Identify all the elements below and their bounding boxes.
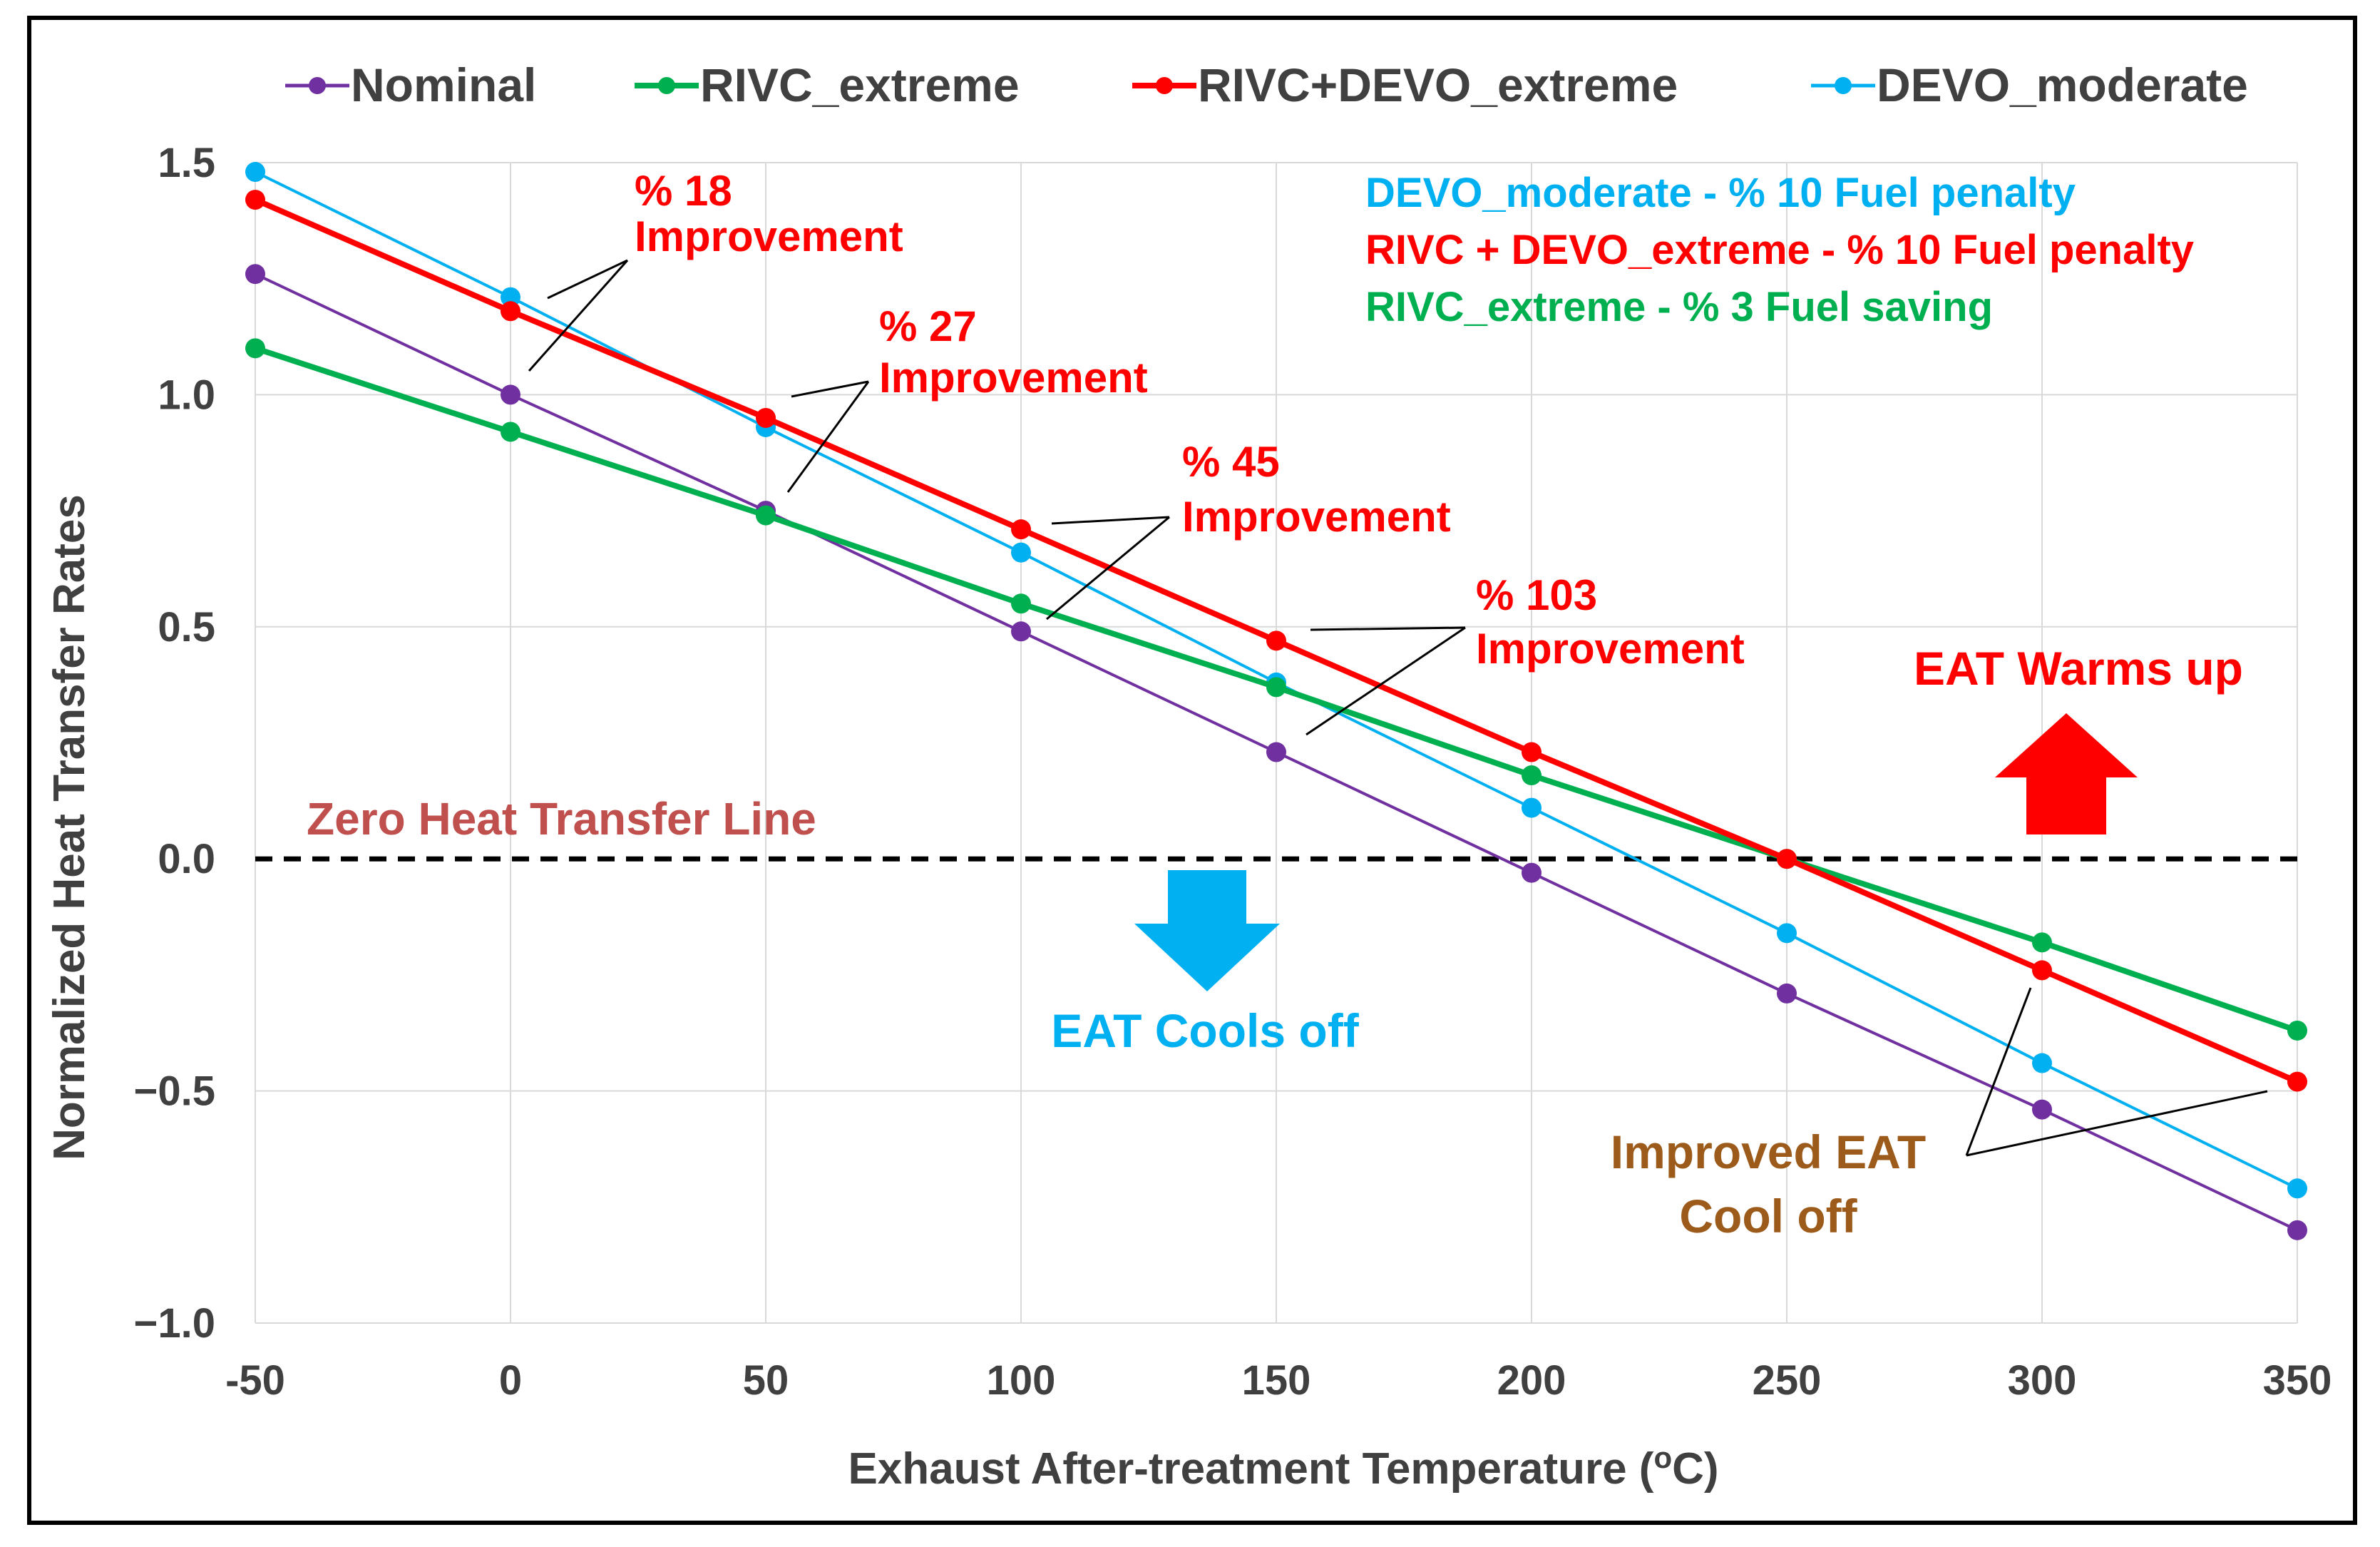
data-point-rivc-devo-extreme	[2032, 960, 2052, 981]
data-point-rivc-extreme	[1011, 593, 1031, 614]
data-point-rivc-extreme	[756, 505, 776, 526]
improvement-percent: % 45	[1182, 438, 1280, 486]
chart-frame	[27, 16, 2357, 1525]
fuel-note: DEVO_moderate - % 10 Fuel penalty	[1365, 170, 2076, 216]
data-point-rivc-devo-extreme	[2287, 1071, 2307, 1092]
data-point-nominal	[501, 384, 520, 405]
improvement-percent: % 18	[635, 167, 732, 215]
improved-cool-off-label: Cool off	[1679, 1190, 1857, 1242]
legend-label-rivc-extreme: RIVC_extreme	[700, 58, 1020, 111]
fuel-notes: DEVO_moderate - % 10 Fuel penalty RIVC + …	[1365, 170, 2194, 330]
gridlines	[255, 162, 2298, 1324]
data-point-devo-moderate	[2032, 1053, 2052, 1073]
data-point-rivc-extreme	[2032, 932, 2052, 953]
y-tick-label: −1.0	[134, 1300, 216, 1347]
x-axis-label-sup: o	[1653, 1441, 1672, 1474]
improvement-percent: % 27	[879, 302, 977, 350]
data-point-nominal	[245, 264, 265, 285]
fuel-note: RIVC + DEVO_extreme - % 10 Fuel penalty	[1365, 227, 2194, 273]
data-point-rivc-devo-extreme	[501, 301, 520, 322]
legend-label-nominal: Nominal	[351, 58, 536, 111]
y-tick-label: 0.0	[158, 836, 215, 882]
x-tick-label: 300	[2008, 1357, 2077, 1404]
improvement-leader-line	[528, 260, 629, 372]
y-tick-label: 1.0	[158, 372, 215, 418]
data-point-rivc-devo-extreme	[1266, 630, 1286, 651]
x-tick-label: -50	[225, 1357, 285, 1404]
legend-marker-devo-moderate	[1835, 77, 1852, 94]
improvement-percent: % 103	[1476, 571, 1597, 619]
x-tick-label: 0	[499, 1357, 522, 1404]
x-axis-label-post: C)	[1672, 1444, 1718, 1494]
data-point-devo-moderate	[1011, 542, 1031, 563]
legend-marker-rivc-devo-extreme	[1156, 77, 1173, 94]
x-tick-label: 50	[743, 1357, 789, 1404]
legend-marker-rivc-extreme	[658, 77, 675, 94]
x-tick-label: 100	[987, 1357, 1056, 1404]
improvement-leader-line	[547, 259, 628, 300]
improvement-label: Improvement	[879, 354, 1148, 402]
legend-marker-nominal	[309, 77, 326, 94]
data-point-rivc-devo-extreme	[1011, 519, 1031, 540]
data-point-rivc-extreme	[245, 338, 265, 359]
data-point-nominal	[1777, 983, 1797, 1004]
legend-label-rivc-devo-extreme: RIVC+DEVO_extreme	[1198, 58, 1678, 111]
improvement-leader-line	[1306, 626, 1466, 736]
data-point-rivc-devo-extreme	[756, 407, 776, 428]
x-axis-label: Exhaust After-treatment Temperature (oC)	[848, 1441, 1718, 1494]
improvement-leader-line	[1046, 516, 1170, 621]
improvement-label: Improvement	[1476, 625, 1745, 673]
y-tick-label: 1.5	[158, 140, 215, 186]
data-point-rivc-extreme	[2287, 1020, 2307, 1041]
data-point-rivc-extreme	[1522, 765, 1542, 786]
series-group	[245, 162, 2307, 1240]
data-point-rivc-extreme	[1266, 677, 1286, 698]
x-tick-label: 200	[1497, 1357, 1566, 1404]
data-point-rivc-extreme	[501, 422, 520, 442]
data-point-rivc-devo-extreme	[1777, 849, 1797, 869]
x-axis-label-pre: Exhaust After-treatment Temperature (	[848, 1444, 1653, 1494]
improvement-leader-line	[1310, 626, 1466, 631]
data-point-devo-moderate	[1522, 797, 1542, 818]
data-point-devo-moderate	[501, 287, 520, 307]
x-tick-label: 250	[1753, 1357, 1822, 1404]
fuel-note: RIVC_extreme - % 3 Fuel saving	[1365, 284, 1993, 330]
legend-label-devo-moderate: DEVO_moderate	[1877, 58, 2248, 111]
data-point-nominal	[2032, 1099, 2052, 1120]
x-tick-label: 350	[2263, 1357, 2332, 1404]
improved-leader-line	[1966, 1090, 2268, 1157]
data-point-devo-moderate	[1777, 923, 1797, 944]
improved-leader-line	[1965, 987, 2032, 1156]
data-point-nominal	[1266, 742, 1286, 762]
data-point-devo-moderate	[2287, 1178, 2307, 1199]
data-point-rivc-devo-extreme	[1522, 742, 1542, 762]
y-tick-label: −0.5	[134, 1068, 216, 1115]
cool-off-arrow-icon	[1134, 870, 1280, 991]
x-tick-label: 150	[1242, 1357, 1311, 1404]
data-point-nominal	[1011, 621, 1031, 642]
improvement-label: Improvement	[635, 213, 903, 260]
improvement-leader-line	[1051, 516, 1170, 525]
data-point-nominal	[2287, 1220, 2307, 1240]
y-axis-label: Normalized Heat Transfer Rates	[45, 494, 94, 1160]
warm-up-arrow-icon	[1995, 713, 2138, 834]
eat-cools-off-label: EAT Cools off	[1051, 1004, 1359, 1057]
zero-line-label: Zero Heat Transfer Line	[307, 793, 816, 844]
data-point-devo-moderate	[245, 162, 265, 183]
improvement-leader-line	[786, 381, 870, 493]
y-tick-label: 0.5	[158, 604, 215, 650]
tick-labels: -50 0 50 100 150 200 250 300 350 1.5 1.0 0.5 0.0 −0.5…	[134, 140, 2332, 1404]
eat-warms-up-label: EAT Warms up	[1914, 642, 2243, 695]
improvement-label: Improvement	[1182, 493, 1451, 541]
legend: Nominal RIVC_extreme RIVC+DEVO_extreme DEVO…	[285, 58, 2248, 111]
improved-eat-label: Improved EAT	[1611, 1125, 1927, 1178]
data-point-nominal	[1522, 862, 1542, 883]
improvement-leader-line	[791, 380, 869, 398]
data-point-rivc-devo-extreme	[245, 190, 265, 210]
